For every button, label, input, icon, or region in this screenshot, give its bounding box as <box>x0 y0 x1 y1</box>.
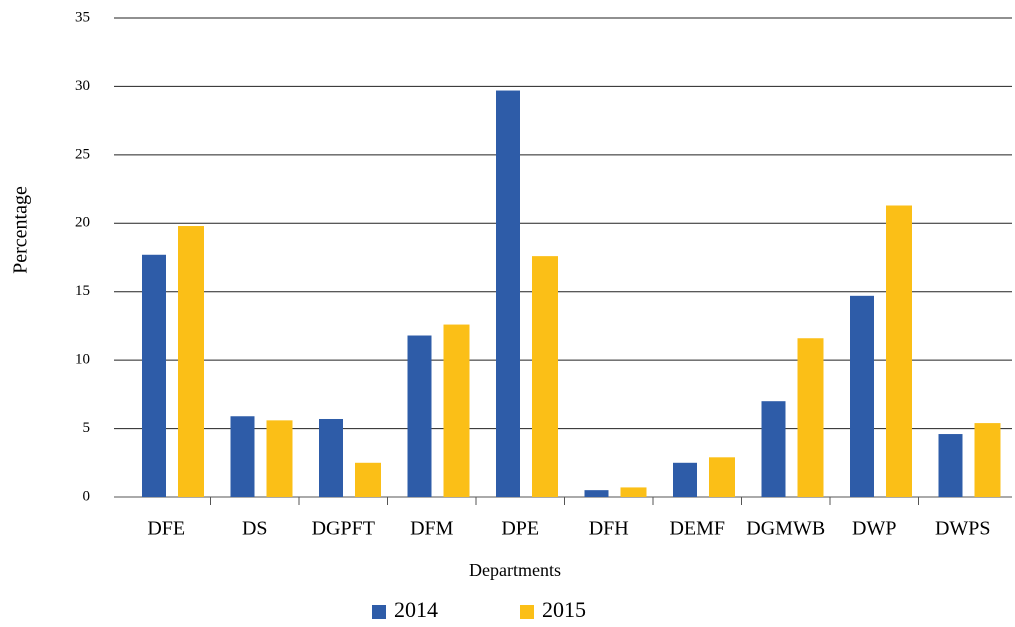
y-tick-label: 30 <box>75 78 90 94</box>
bar <box>142 254 166 497</box>
bar <box>319 418 343 497</box>
x-tick-label: DGPFT <box>312 518 375 540</box>
legend-label: 2014 <box>394 597 438 622</box>
x-tick-label: DFE <box>147 518 185 540</box>
bar <box>974 423 1001 497</box>
bar <box>797 338 824 497</box>
x-tick-label: DFM <box>410 518 454 540</box>
bar <box>886 205 912 497</box>
bar <box>443 324 470 497</box>
y-tick-label: 10 <box>75 352 90 368</box>
bar <box>355 462 381 497</box>
x-tick-label: DGMWB <box>746 518 825 540</box>
x-tick-label: DPE <box>501 518 539 540</box>
y-tick-label: 0 <box>83 488 91 504</box>
x-tick-label: DFH <box>589 518 629 540</box>
legend-label: 2015 <box>542 597 586 622</box>
bar <box>532 256 558 497</box>
y-tick-label: 15 <box>75 283 90 299</box>
bar <box>584 490 609 497</box>
bar <box>266 420 293 497</box>
bar <box>673 462 697 497</box>
legend-swatch <box>372 605 386 619</box>
bar <box>407 335 432 497</box>
y-axis-label: Percentage <box>10 186 32 274</box>
bar <box>850 295 874 497</box>
bar <box>230 416 255 497</box>
bar <box>178 226 204 497</box>
x-axis-label: Departments <box>469 560 561 580</box>
bar <box>496 90 520 497</box>
bar <box>761 401 786 497</box>
y-tick-label: 5 <box>83 420 91 436</box>
x-tick-label: DS <box>242 518 268 540</box>
bar <box>938 434 963 497</box>
y-tick-label: 20 <box>75 215 90 231</box>
x-tick-label: DWP <box>852 518 896 540</box>
y-tick-label: 35 <box>75 9 90 25</box>
x-tick-label: DEMF <box>669 518 725 540</box>
bar <box>709 457 735 497</box>
bar <box>620 487 647 497</box>
y-tick-label: 25 <box>75 146 90 162</box>
legend-swatch <box>520 605 534 619</box>
x-tick-label: DWPS <box>935 518 991 540</box>
